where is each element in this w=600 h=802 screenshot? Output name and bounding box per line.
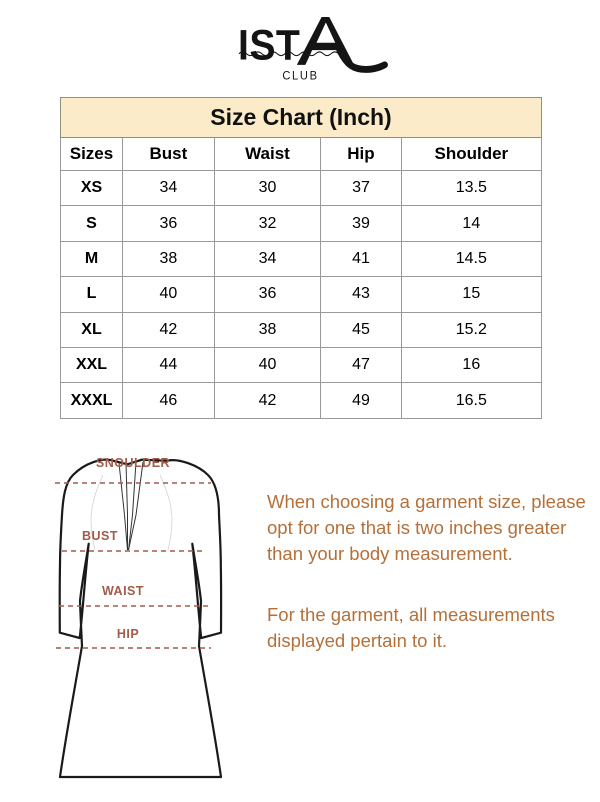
svg-text:BUST: BUST — [82, 529, 118, 543]
svg-text:WAIST: WAIST — [102, 584, 144, 598]
svg-text:IST: IST — [238, 21, 300, 69]
svg-text:HIP: HIP — [117, 627, 139, 641]
svg-text:CLUB: CLUB — [282, 70, 318, 82]
svg-text:SNOULDER: SNOULDER — [96, 456, 170, 470]
